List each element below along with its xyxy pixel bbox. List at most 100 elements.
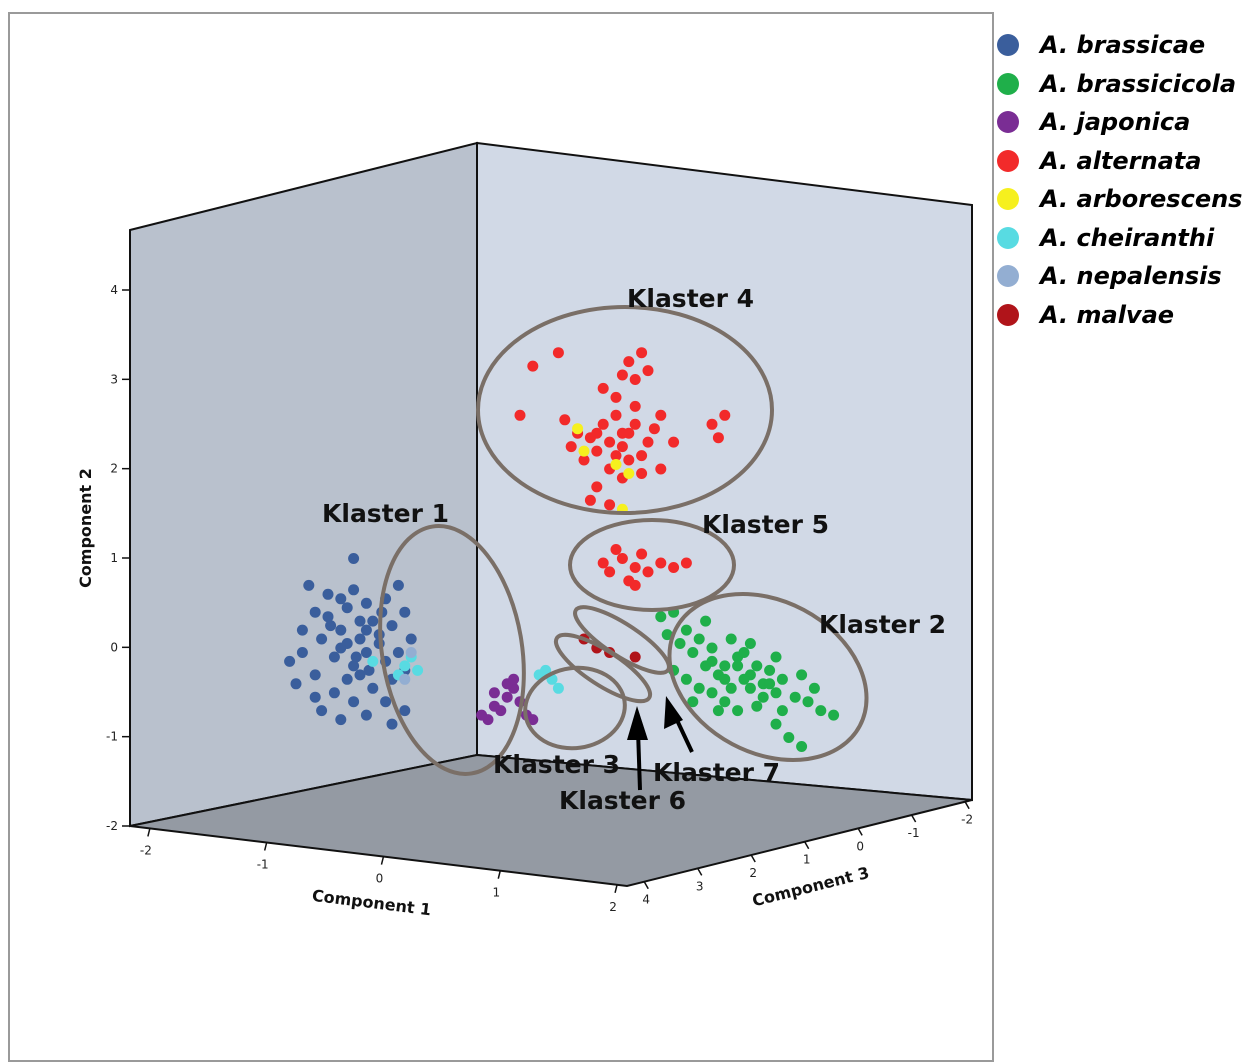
y-axis-ticks: 4 3 2 1 0 -1 -2	[106, 283, 130, 833]
x-tick-mark	[147, 828, 151, 837]
data-point	[296, 647, 308, 658]
data-point	[392, 647, 404, 658]
data-point	[828, 709, 840, 721]
data-point	[796, 741, 808, 752]
data-point	[623, 356, 635, 368]
data-point	[629, 400, 641, 412]
cluster-label-5: Klaster 5	[702, 510, 829, 539]
x-tick-mark	[263, 842, 268, 851]
z-tick-label: 3	[696, 879, 704, 893]
data-point	[284, 655, 296, 667]
data-point	[322, 588, 334, 600]
data-point	[655, 463, 667, 475]
x-axis-ticks: -2 -1 0 1 2	[140, 828, 618, 914]
pointer-arrows	[627, 696, 694, 791]
data-point	[623, 427, 635, 439]
data-point	[693, 633, 705, 645]
z-tick-label: -1	[908, 826, 920, 840]
legend-marker	[997, 111, 1019, 134]
cluster-label-4: Klaster 4	[627, 284, 754, 313]
data-point	[290, 678, 302, 690]
y-tick-label: 1	[110, 551, 118, 565]
arrowhead-cluster-6	[627, 706, 648, 740]
data-point	[354, 633, 366, 645]
data-point	[399, 673, 411, 685]
legend-marker	[997, 72, 1019, 95]
data-point	[815, 705, 827, 717]
arrow-cluster-7	[674, 717, 694, 753]
data-point	[325, 620, 337, 632]
z-tick-mark	[910, 814, 917, 823]
z-tick-label: 2	[749, 866, 757, 880]
legend-item: A. japonica	[996, 103, 1242, 142]
data-point	[363, 664, 375, 676]
data-point	[706, 655, 718, 667]
data-point	[776, 705, 788, 717]
data-point	[316, 633, 328, 645]
y-tick-label: -1	[106, 730, 118, 744]
data-point	[597, 382, 609, 394]
arrowhead-cluster-7	[664, 696, 683, 729]
legend-marker	[997, 34, 1019, 57]
data-point	[360, 597, 372, 609]
data-point	[405, 633, 417, 645]
cluster-4-outline	[476, 305, 774, 515]
data-point	[629, 374, 641, 385]
legend-item: A. alternata	[996, 142, 1242, 181]
z-tick-mark	[857, 828, 863, 836]
data-point	[584, 494, 596, 506]
cluster-label-1: Klaster 1	[322, 499, 449, 528]
x-axis-title: Component 1	[311, 886, 432, 919]
data-point	[565, 441, 577, 453]
y-axis-title: Component 2	[76, 468, 95, 588]
data-point	[744, 682, 756, 694]
data-point	[367, 682, 379, 694]
legend-label: A. arborescens	[1040, 185, 1242, 214]
z-tick-mark	[964, 801, 970, 810]
data-point	[732, 660, 744, 672]
data-point	[642, 365, 654, 377]
data-point	[623, 454, 635, 466]
data-point	[629, 651, 641, 663]
data-point	[309, 606, 321, 618]
data-point	[328, 687, 340, 699]
data-point	[322, 611, 334, 623]
left-wall	[129, 141, 478, 828]
data-point	[642, 566, 654, 578]
data-point	[616, 553, 628, 564]
data-point	[738, 647, 750, 658]
data-point	[354, 615, 366, 627]
data-point	[719, 673, 731, 685]
cluster-1-outline	[378, 524, 526, 776]
data-point	[610, 450, 622, 462]
data-point	[552, 347, 564, 359]
data-point	[591, 445, 603, 457]
data-point	[501, 691, 513, 703]
z-tick-mark	[697, 867, 703, 876]
data-point	[348, 660, 360, 672]
data-point	[309, 669, 321, 681]
x-tick-label: -2	[140, 843, 152, 857]
data-point	[719, 409, 731, 421]
cluster-labels: Klaster 1 Klaster 2 Klaster 3 Klaster 4 …	[322, 284, 946, 815]
legend-label: A. brassicae	[1040, 31, 1206, 60]
data-point	[636, 468, 648, 479]
data-point	[591, 427, 603, 439]
data-point	[725, 682, 737, 694]
data-point	[674, 638, 686, 649]
data-point	[808, 682, 820, 694]
data-point	[751, 660, 763, 672]
cluster-5-outline	[568, 518, 736, 612]
cluster-label-7: Klaster 7	[653, 758, 780, 787]
data-point	[764, 664, 776, 676]
data-point	[706, 642, 718, 654]
data-point	[578, 454, 590, 466]
cluster-label-2: Klaster 2	[819, 610, 946, 639]
data-point	[616, 369, 628, 381]
cluster-3-outline	[523, 665, 627, 751]
legend-item: A. arborescens	[996, 180, 1242, 219]
y-tick-label: 3	[110, 372, 118, 386]
data-point	[335, 624, 347, 636]
legend-item: A. brassicicola	[996, 65, 1242, 104]
data-point	[693, 682, 705, 694]
